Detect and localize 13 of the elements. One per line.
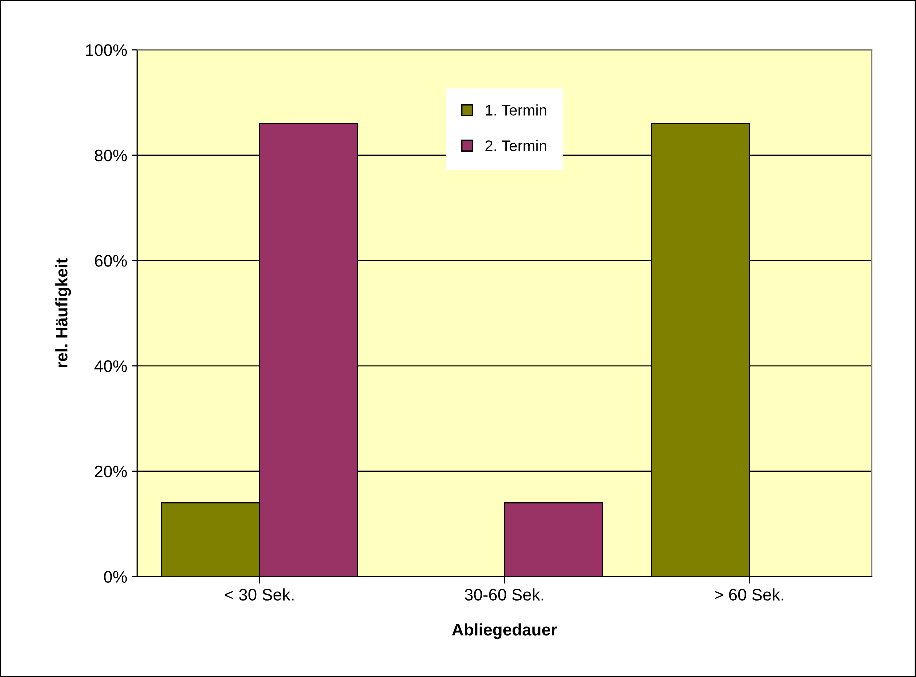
x-tick-label: < 30 Sek. bbox=[225, 588, 294, 601]
y-tick-label: 100% bbox=[86, 44, 128, 56]
y-tick-label: 20% bbox=[95, 466, 128, 478]
legend-label: 2. Termin bbox=[486, 140, 546, 152]
legend-label: 1. Termin bbox=[486, 104, 546, 116]
y-tick-label: 60% bbox=[95, 255, 128, 267]
y-tick-label: 80% bbox=[95, 150, 128, 162]
x-tick-label: 30-60 Sek. bbox=[465, 588, 544, 601]
x-axis-title: Abliegedauer bbox=[452, 624, 558, 640]
y-tick-label: 0% bbox=[104, 571, 128, 584]
y-tick-label: 40% bbox=[94, 360, 128, 372]
x-tick-label: > 60 Sek. bbox=[714, 588, 784, 601]
y-axis-title: rel. Häufigkeit bbox=[56, 258, 72, 368]
